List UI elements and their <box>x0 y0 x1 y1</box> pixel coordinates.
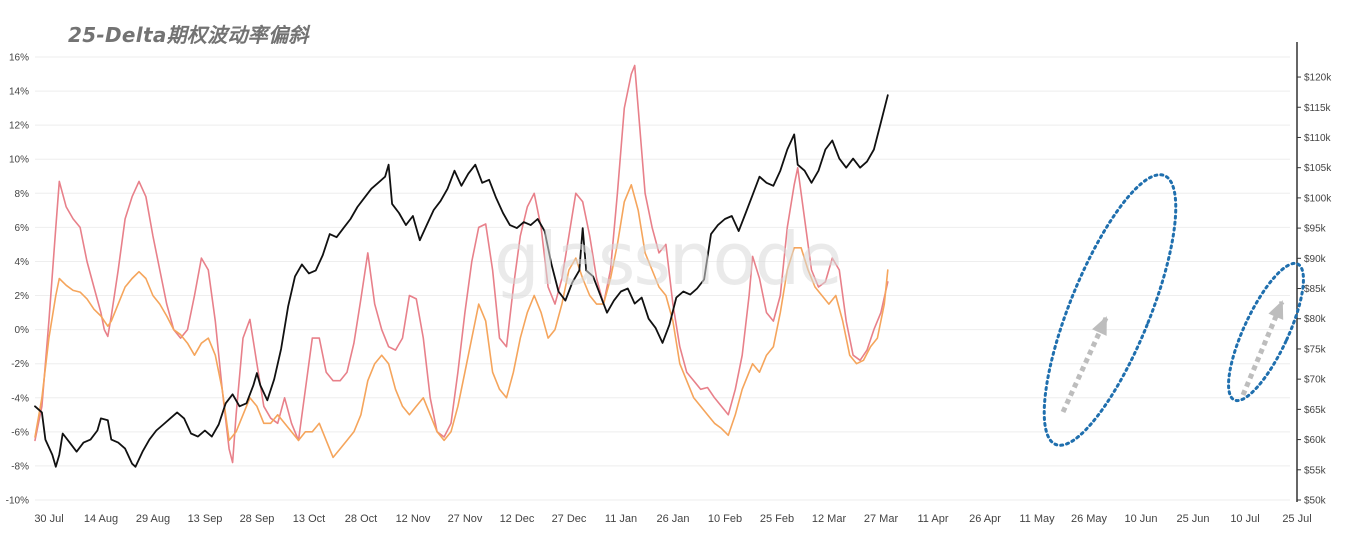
y-right-tick-label: $50k <box>1304 496 1327 507</box>
y-left-tick-label: -8% <box>11 461 29 472</box>
y-right-tick-label: $70k <box>1304 375 1327 386</box>
x-tick-label: 10 Jun <box>1124 513 1157 525</box>
series-line-pink <box>34 64 889 464</box>
x-tick-label: 27 Mar <box>864 513 899 525</box>
annotation-ellipse <box>1042 173 1178 447</box>
y-right-tick-label: $80k <box>1304 314 1327 325</box>
x-tick-label: 11 Apr <box>918 513 949 525</box>
y-left-tick-label: 2% <box>15 291 30 302</box>
x-tick-label: 12 Mar <box>812 513 847 525</box>
x-tick-label: 25 Jun <box>1176 513 1209 525</box>
x-tick-label: 14 Aug <box>84 513 118 525</box>
annotation-ellipse <box>1227 261 1305 403</box>
x-tick-label: 13 Oct <box>293 513 325 525</box>
x-tick-label: 26 May <box>1071 513 1108 525</box>
x-tick-label: 25 Jul <box>1282 513 1311 525</box>
x-tick-label: 26 Jan <box>656 513 689 525</box>
y-right-tick-label: $120k <box>1304 73 1332 84</box>
y-left-tick-label: -10% <box>6 496 29 507</box>
y-right-tick-label: $75k <box>1304 344 1327 355</box>
y-right-tick-label: $100k <box>1304 193 1332 204</box>
y-left-tick-label: 8% <box>15 189 30 200</box>
y-right-tick-label: $65k <box>1304 405 1327 416</box>
x-tick-label: 29 Aug <box>136 513 170 525</box>
y-right-tick-label: $105k <box>1304 163 1332 174</box>
x-tick-label: 27 Dec <box>552 513 587 525</box>
x-tick-label: 28 Sep <box>240 513 275 525</box>
y-right-tick-label: $95k <box>1304 224 1327 235</box>
x-tick-label: 26 Apr <box>969 513 1001 525</box>
chart-title: 25-Delta期权波动率偏斜 <box>68 23 309 47</box>
y-left-tick-label: 10% <box>9 155 29 166</box>
annotation-arrow-shaft <box>1240 301 1285 396</box>
x-tick-label: 11 Jan <box>605 513 637 525</box>
y-left-tick-label: 12% <box>9 121 29 132</box>
y-left-tick-label: -2% <box>11 359 29 370</box>
series-line-price <box>34 94 889 468</box>
y-left-tick-label: -4% <box>11 393 29 404</box>
annotation-arrow-head <box>1092 316 1107 336</box>
x-tick-label: 25 Feb <box>760 513 794 525</box>
y-left-tick-label: 6% <box>15 223 30 234</box>
y-right-tick-label: $55k <box>1304 465 1327 476</box>
x-tick-label: 13 Sep <box>188 513 223 525</box>
series-line-orange <box>34 184 889 459</box>
x-tick-label: 10 Feb <box>708 513 742 525</box>
x-tick-label: 12 Nov <box>396 513 431 525</box>
y-left-tick-label: 4% <box>15 257 30 268</box>
y-left-tick-label: 16% <box>9 53 29 64</box>
y-right-tick-label: $90k <box>1304 254 1327 265</box>
y-right-tick-label: $60k <box>1304 435 1327 446</box>
y-right-tick-label: $110k <box>1304 133 1332 144</box>
y-left-tick-label: 14% <box>9 87 29 98</box>
y-right-tick-label: $85k <box>1304 284 1327 295</box>
x-tick-label: 30 Jul <box>34 513 63 525</box>
x-tick-label: 11 May <box>1019 513 1055 525</box>
y-left-tick-label: -6% <box>11 427 29 438</box>
x-tick-label: 10 Jul <box>1230 513 1259 525</box>
x-tick-label: 27 Nov <box>448 513 483 525</box>
x-tick-label: 28 Oct <box>345 513 377 525</box>
annotation-arrow-head <box>1268 300 1284 320</box>
x-tick-label: 12 Dec <box>500 513 535 525</box>
y-right-tick-label: $115k <box>1304 103 1332 114</box>
y-left-tick-label: 0% <box>15 325 30 336</box>
